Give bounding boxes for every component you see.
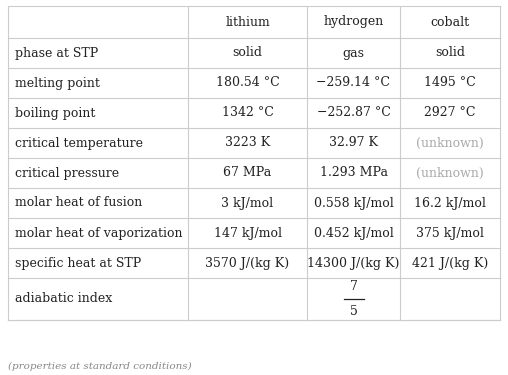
Text: (unknown): (unknown)	[416, 136, 484, 150]
Text: 1.293 MPa: 1.293 MPa	[320, 166, 388, 180]
Text: 3223 K: 3223 K	[225, 136, 270, 150]
Text: 5: 5	[350, 305, 358, 318]
Text: 421 J/(kg K): 421 J/(kg K)	[412, 256, 488, 270]
Text: molar heat of vaporization: molar heat of vaporization	[15, 226, 182, 240]
Text: 16.2 kJ/mol: 16.2 kJ/mol	[414, 196, 486, 210]
Text: (properties at standard conditions): (properties at standard conditions)	[8, 362, 192, 371]
Text: 3 kJ/mol: 3 kJ/mol	[221, 196, 274, 210]
Text: 0.558 kJ/mol: 0.558 kJ/mol	[313, 196, 393, 210]
Text: hydrogen: hydrogen	[324, 15, 384, 28]
Text: 180.54 °C: 180.54 °C	[215, 76, 279, 90]
Text: specific heat at STP: specific heat at STP	[15, 256, 141, 270]
Text: gas: gas	[342, 46, 365, 60]
Text: 3570 J/(kg K): 3570 J/(kg K)	[205, 256, 290, 270]
Text: −252.87 °C: −252.87 °C	[316, 106, 391, 120]
Text: −259.14 °C: −259.14 °C	[316, 76, 391, 90]
Text: cobalt: cobalt	[430, 15, 469, 28]
Text: 147 kJ/mol: 147 kJ/mol	[213, 226, 281, 240]
Text: 32.97 K: 32.97 K	[329, 136, 378, 150]
Text: lithium: lithium	[225, 15, 270, 28]
Text: 1495 °C: 1495 °C	[424, 76, 476, 90]
Text: 7: 7	[350, 280, 358, 293]
Text: phase at STP: phase at STP	[15, 46, 98, 60]
Text: 1342 °C: 1342 °C	[221, 106, 273, 120]
Text: 375 kJ/mol: 375 kJ/mol	[416, 226, 484, 240]
Text: solid: solid	[233, 46, 263, 60]
Text: solid: solid	[435, 46, 465, 60]
Text: 0.452 kJ/mol: 0.452 kJ/mol	[313, 226, 393, 240]
Text: (unknown): (unknown)	[416, 166, 484, 180]
Text: critical pressure: critical pressure	[15, 166, 119, 180]
Text: adiabatic index: adiabatic index	[15, 292, 112, 306]
Text: molar heat of fusion: molar heat of fusion	[15, 196, 142, 210]
Text: critical temperature: critical temperature	[15, 136, 143, 150]
Text: 14300 J/(kg K): 14300 J/(kg K)	[307, 256, 400, 270]
Text: 67 MPa: 67 MPa	[224, 166, 272, 180]
Text: 2927 °C: 2927 °C	[424, 106, 476, 120]
Text: melting point: melting point	[15, 76, 100, 90]
Text: boiling point: boiling point	[15, 106, 96, 120]
